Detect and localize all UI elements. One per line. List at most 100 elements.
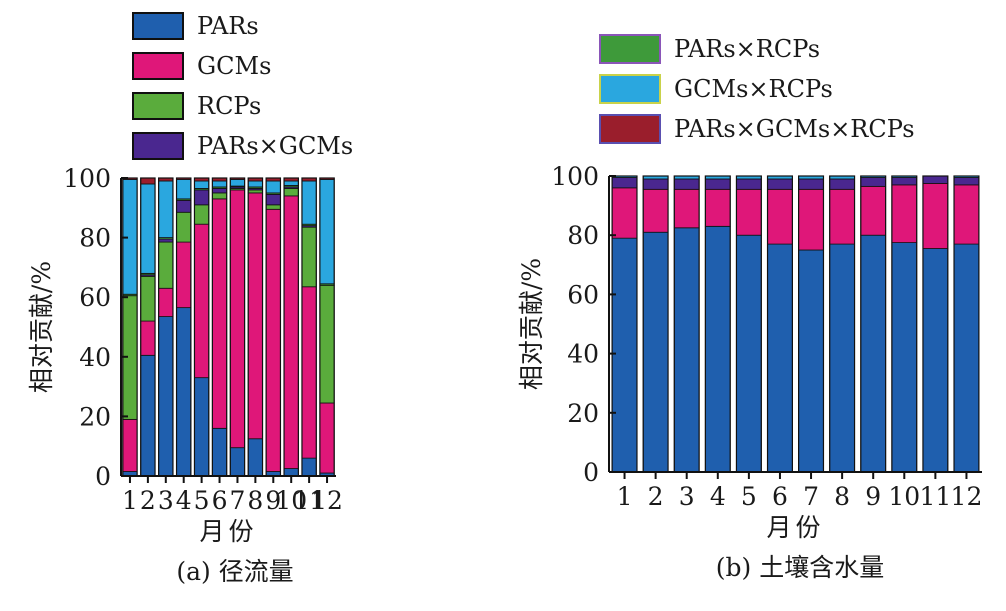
legend-item-gcms: GCMs: [132, 52, 271, 80]
bar-segment-pars-month-3: [673, 227, 700, 473]
legend-item-pars-rcps: PARs×RCPs: [599, 34, 820, 64]
y-axis-title: 相对贡献/%: [27, 261, 56, 393]
bar-segment-gcms-month-2: [140, 320, 156, 356]
x-axis-title: 月份: [766, 513, 824, 542]
bar-segment-gcms-month-4: [176, 241, 192, 309]
bar-segment-rcps-month-10: [283, 188, 299, 197]
bars: [611, 175, 980, 473]
bar-segment-pars-month-11: [922, 248, 949, 473]
bar-segment-pars-month-12: [953, 243, 980, 473]
bar-segment-pars-month-5: [736, 234, 762, 473]
y-tick-label: 60: [79, 283, 111, 312]
bar-segment-pars-gcms-month-3: [673, 178, 700, 190]
x-axis-title: 月份: [199, 517, 257, 546]
legend-swatch: [132, 92, 184, 120]
bar-segment-gcms-month-3: [158, 287, 174, 317]
y-tick-label: 40: [567, 340, 599, 369]
bar-segment-pars-month-11: [301, 457, 317, 477]
bar-segment-rcps-month-6: [211, 192, 228, 200]
legend-label: PARs×GCMs×RCPs: [674, 115, 915, 143]
bar-segment-gcms-rcps-month-3: [158, 180, 174, 238]
x-tick-label: 7: [230, 486, 246, 515]
bar-segment-gcms-month-11: [922, 182, 949, 249]
bar-segment-gcms-rcps-month-5: [194, 180, 210, 189]
bar-segment-gcms-month-1: [611, 187, 638, 239]
bar-segment-gcms-month-10: [891, 184, 918, 244]
x-tick-label: 8: [834, 482, 850, 511]
bar-segment-gcms-rcps-month-2: [140, 183, 156, 274]
bar-segment-pars-month-10: [283, 468, 299, 477]
x-tick-label: 1: [122, 486, 138, 515]
x-tick-label: 12: [951, 482, 983, 511]
bar-segment-gcms-month-5: [194, 223, 210, 379]
bar-segment-gcms-month-7: [229, 189, 246, 449]
y-tick-label: 60: [567, 280, 599, 309]
y-axis-title: 相对贡献/%: [517, 258, 546, 390]
bar-segment-pars-gcms-month-12: [953, 177, 980, 186]
bar-segment-gcms-month-10: [283, 195, 299, 469]
legend-right: PARs×RCPs GCMs×RCPs PARs×GCMs×RCPs: [599, 34, 915, 144]
bar-segment-pars-month-7: [229, 447, 246, 477]
bar-segment-rcps-month-4: [176, 211, 192, 243]
bar-segment-rcps-month-3: [158, 241, 174, 289]
y-tick-label: 0: [95, 462, 111, 491]
bar-segment-gcms-month-8: [247, 192, 263, 440]
legend-label: PARs×RCPs: [674, 35, 820, 63]
bar-segment-gcms-month-12: [319, 402, 335, 474]
bar-segment-pars-month-3: [158, 316, 174, 477]
bar-segment-pars-month-2: [642, 231, 669, 473]
x-tick-label: 6: [772, 482, 788, 511]
bar-segment-gcms-month-8: [829, 188, 855, 245]
bar-segment-pars-gcms-month-5: [736, 178, 762, 190]
bar-segment-pars-gcms-month-3: [158, 238, 174, 243]
bar-segment-gcms-month-9: [860, 185, 887, 236]
x-tick-label: 11: [919, 482, 951, 511]
legend-swatch: [132, 132, 184, 160]
bar-segment-rcps-month-8: [247, 189, 263, 194]
x-tick-label: 4: [710, 482, 726, 511]
bar-segment-gcms-month-3: [673, 188, 700, 229]
legend-label: PARs: [197, 12, 259, 40]
x-tick-label: 2: [648, 482, 664, 511]
x-tick-label: 9: [265, 486, 281, 515]
y-tick-label: 0: [583, 458, 599, 487]
bar-segment-gcms-rcps-month-12: [319, 179, 335, 285]
y-tick-label: 100: [63, 164, 111, 193]
panel-caption: (a) 径流量: [176, 557, 293, 586]
bar-segment-pars-gcms-month-8: [829, 178, 855, 190]
panel-caption: (b) 土壤含水量: [716, 553, 884, 582]
bar-segment-pars-gcms-month-6: [211, 188, 228, 194]
bar-segment-pars-gcms-month-9: [265, 193, 281, 206]
x-tick-label: 8: [247, 486, 263, 515]
legend-label: GCMs: [197, 52, 271, 80]
bar-segment-rcps-month-2: [140, 275, 156, 322]
bar-segment-pars-month-7: [798, 249, 824, 473]
bar-segment-gcms-rcps-month-7: [229, 179, 246, 187]
y-tick-label: 100: [551, 162, 599, 191]
y-tick-label: 20: [79, 402, 111, 431]
bar-segment-pars-gcms-month-4: [176, 199, 192, 213]
x-tick-label: 3: [679, 482, 695, 511]
legend-item-pars-gcms: PARs×GCMs: [132, 132, 353, 160]
x-tick-label: 11: [293, 486, 325, 515]
y-tick-label: 20: [567, 399, 599, 428]
bar-segment-gcms-month-7: [798, 188, 824, 251]
bar-segment-pars-month-8: [829, 243, 855, 473]
bar-segment-gcms-month-6: [767, 188, 793, 245]
bar-segment-pars-gcms-month-11: [922, 175, 949, 184]
x-tick-label: 5: [194, 486, 210, 515]
bar-segment-pars-month-6: [767, 243, 793, 473]
bar-segment-pars-month-4: [704, 225, 731, 473]
bar-segment-rcps-month-9: [265, 204, 281, 210]
bar-segment-pars-month-9: [860, 234, 887, 473]
bar-segment-pars-month-1: [611, 237, 638, 473]
bar-segment-gcms-month-2: [642, 188, 669, 233]
bar-segment-gcms-month-12: [953, 184, 980, 245]
x-tick-label: 10: [275, 486, 307, 515]
bar-segment-pars-month-8: [247, 438, 263, 477]
bar-segment-gcms-rcps-month-10: [283, 180, 299, 186]
bar-segment-pars-gcms-month-2: [642, 178, 669, 190]
bars: [122, 177, 335, 477]
